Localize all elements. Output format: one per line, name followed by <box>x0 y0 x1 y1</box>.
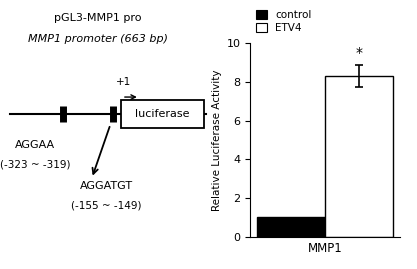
Bar <box>325 76 394 237</box>
Text: pGL3-MMP1 pro: pGL3-MMP1 pro <box>54 13 142 23</box>
Text: *: * <box>356 47 363 61</box>
Bar <box>257 217 325 237</box>
Text: MMP1 promoter (663 bp): MMP1 promoter (663 bp) <box>28 34 168 44</box>
Text: +1: +1 <box>116 77 132 87</box>
Text: (-155 ~ -149): (-155 ~ -149) <box>71 200 142 210</box>
Text: AGGAA: AGGAA <box>15 140 55 150</box>
Y-axis label: Relative Luciferase Activity: Relative Luciferase Activity <box>212 69 222 211</box>
Bar <box>121 100 204 128</box>
Text: AGGATGT: AGGATGT <box>80 181 133 191</box>
Text: luciferase: luciferase <box>136 109 190 119</box>
Legend: control, ETV4: control, ETV4 <box>255 9 313 34</box>
Text: (-323 ~ -319): (-323 ~ -319) <box>0 159 71 169</box>
